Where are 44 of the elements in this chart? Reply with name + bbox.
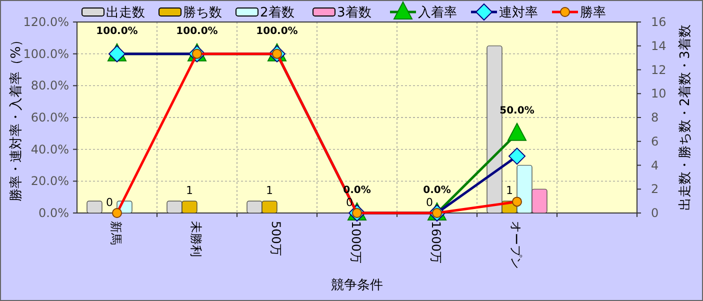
legend-label: 出走数 xyxy=(106,6,145,20)
legend-label: 連対率 xyxy=(499,4,538,20)
y2-tick-label: 2 xyxy=(651,182,659,196)
data-label: 0 xyxy=(426,196,433,209)
y2-tick-label: 10 xyxy=(651,86,666,101)
data-label: 50.0% xyxy=(500,105,534,116)
legend-label: 勝ち数 xyxy=(183,6,222,20)
x-tick-label: オープン xyxy=(509,221,523,269)
y-tick-label: 20.0% xyxy=(30,174,69,188)
data-label: 1 xyxy=(186,184,193,198)
legend-label: 3着数 xyxy=(337,4,372,20)
data-label: 1 xyxy=(266,184,273,198)
y-tick-label: 0.0% xyxy=(38,206,69,220)
y-tick-label: 40.0% xyxy=(30,142,69,156)
x-axis-title: 競争条件 xyxy=(331,278,383,293)
y2-tick-label: 4 xyxy=(651,158,659,172)
data-label: 1 xyxy=(506,184,513,198)
y2-tick-label: 12 xyxy=(651,62,666,77)
data-label: 100.0% xyxy=(256,26,298,37)
y-tick-label: 120.0% xyxy=(23,15,69,29)
y-axis-title: 勝率・連対率・入着率（%） xyxy=(8,33,24,202)
y-tick-label: 60.0% xyxy=(30,110,69,124)
y2-tick-label: 14 xyxy=(651,38,666,53)
data-label: 100.0% xyxy=(176,26,218,37)
y-tick-label: 80.0% xyxy=(30,78,69,93)
y2-tick-label: 16 xyxy=(651,15,666,29)
point xyxy=(508,122,526,141)
legend-label: 2着数 xyxy=(260,4,294,20)
legend-label: 勝率 xyxy=(580,4,606,20)
x-tick-label: 未勝利 xyxy=(189,221,203,257)
point xyxy=(508,148,526,165)
y-tick-label: 100.0% xyxy=(23,46,69,61)
x-tick-label: 1000万 xyxy=(349,221,363,264)
data-label: 0 xyxy=(106,196,113,209)
x-tick-label: 新馬 xyxy=(109,221,123,245)
y2-tick-label: 0 xyxy=(651,206,659,220)
data-label: 100.0% xyxy=(96,26,138,37)
y2-axis-title: 出走数・勝ち数・2着数・3着数 xyxy=(677,24,693,210)
x-tick-label: 1600万 xyxy=(429,221,443,264)
legend-label: 入着率 xyxy=(418,4,457,20)
x-tick-label: 500万 xyxy=(269,221,283,256)
y2-tick-label: 8 xyxy=(651,110,659,124)
data-label: 0.0% xyxy=(423,185,451,196)
y2-tick-label: 6 xyxy=(651,134,659,148)
